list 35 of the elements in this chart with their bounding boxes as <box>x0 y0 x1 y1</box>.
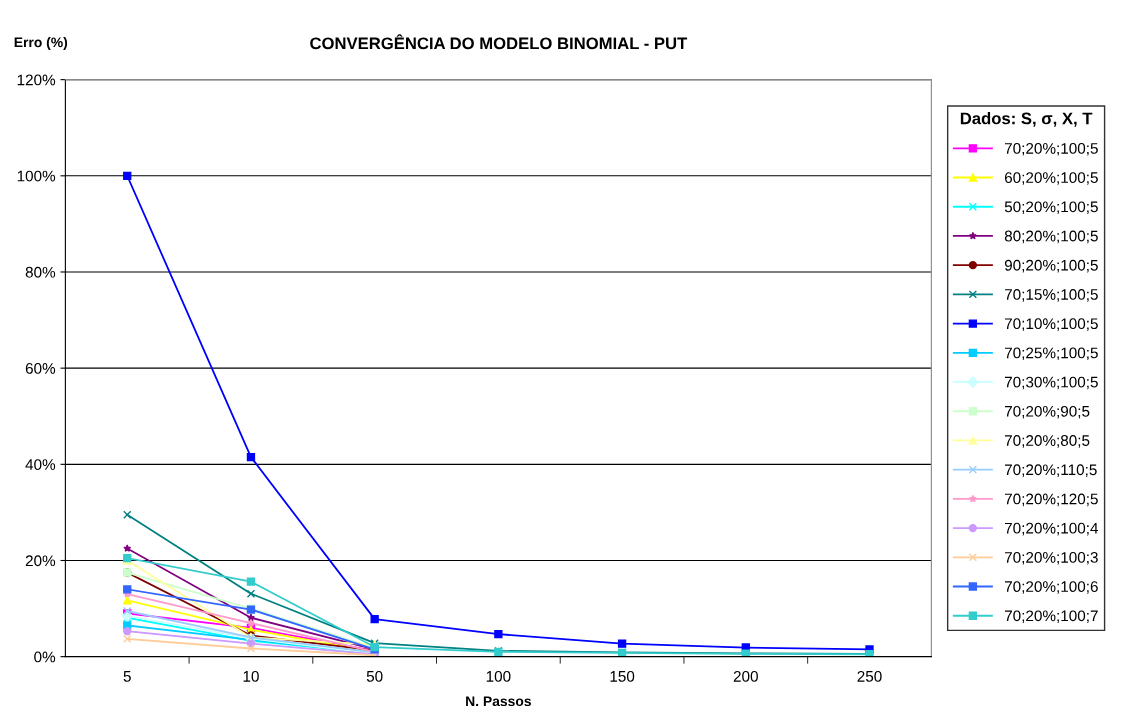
chart-title: CONVERGÊNCIA DO MODELO BINOMIAL - PUT <box>310 34 688 50</box>
x-axis-title: N. Passos <box>466 696 531 707</box>
y-tick-label: 60% <box>25 363 56 374</box>
legend-label: 70;20%;100;3 <box>1004 551 1098 565</box>
y-tick-label: 0% <box>34 651 56 663</box>
legend-label: 70;20%;80;5 <box>1004 435 1090 448</box>
y-tick-label: 100% <box>17 170 56 182</box>
x-tick-label: 100 <box>486 670 511 682</box>
y-tick-label: 40% <box>25 459 56 471</box>
x-tick-label: 5 <box>123 671 131 682</box>
legend-label: 70;10%;100;5 <box>1004 318 1098 331</box>
x-tick-label: 10 <box>243 670 259 682</box>
legend-label: 50;20%;100;5 <box>1004 201 1098 215</box>
legend-title: Dados: S, σ, X, T <box>960 112 1093 127</box>
legend-label: 70;20%;110;5 <box>1004 464 1097 477</box>
legend-label: 70;25%;100;5 <box>1004 347 1098 361</box>
y-tick-label: 20% <box>25 555 56 567</box>
x-tick-label: 50 <box>366 670 383 682</box>
legend-label: 70;20%;100;5 <box>1004 142 1098 156</box>
legend-label: 90;20%;100;5 <box>1004 259 1098 273</box>
x-tick-label: 150 <box>610 670 635 682</box>
y-tick-label: 120% <box>17 74 56 86</box>
legend-label: 70;20%;100;7 <box>1004 610 1098 624</box>
legend-label: 80;20%;100;5 <box>1004 230 1098 244</box>
legend-label: 70;20%;100;4 <box>1004 522 1099 536</box>
x-tick-label: 200 <box>733 670 758 682</box>
legend-label: 70;20%;120;5 <box>1004 493 1098 507</box>
legend-label: 70;30%;100;5 <box>1004 376 1098 390</box>
legend-label: 70;15%;100;5 <box>1004 289 1098 302</box>
x-tick-label: 250 <box>857 670 882 682</box>
y-tick-label: 80% <box>25 266 56 278</box>
y-axis-title: Erro (%) <box>14 36 68 50</box>
legend-label: 60;20%;100;5 <box>1004 172 1098 185</box>
legend-label: 70;20%;100;6 <box>1004 581 1098 594</box>
legend-label: 70;20%;90;5 <box>1004 405 1090 419</box>
